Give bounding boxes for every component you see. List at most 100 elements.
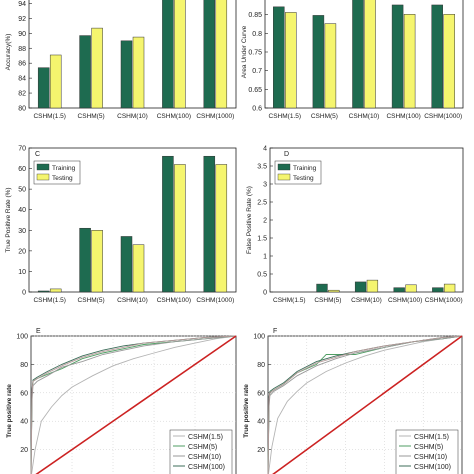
y-tick-label: 2	[263, 218, 267, 225]
y-tick-label: 80	[257, 362, 265, 369]
bar-panel-b: 0.6 0.65 0.7 0.75 0.8 0.85 CSHM(1.5) CSHM(5) CSH…	[241, 0, 464, 120]
roc-panel-e: 020406080100True positive rateECSHM(1.5)…	[6, 328, 237, 474]
legend: Training Testing	[33, 160, 81, 185]
panel-letter: D	[284, 151, 289, 158]
bar-testing	[324, 23, 337, 109]
y-tick-label: 50	[18, 187, 26, 194]
bar-training	[432, 287, 444, 293]
x-tick-label: CSHM(5)	[314, 297, 341, 304]
y-tick-label: 0	[22, 290, 26, 297]
legend-label: Testing	[52, 175, 73, 182]
legend-box	[395, 429, 459, 474]
x-tick-label: CSHM(100)	[157, 113, 191, 120]
y-tick-label: 20	[257, 447, 265, 454]
y-tick-label: 20	[20, 447, 28, 454]
roc-panel-f: 020406080100True positive rateFCSHM(1.5)…	[243, 328, 463, 474]
bar-panel-d: 0 0.5 1 1.5 2 2.5 3 3.5 4 CSHM(1.5) CSHM(5) CSHM(10…	[246, 146, 464, 304]
legend-label: CSHM(1.5)	[414, 434, 449, 441]
bar-training	[393, 287, 405, 293]
plot-frame	[28, 0, 237, 109]
y-tick-label: 20	[18, 248, 26, 255]
y-tick-label: 0.6	[252, 106, 262, 113]
y-tick-label: 0.85	[248, 12, 262, 19]
y-tick-label: 82	[18, 91, 26, 98]
y-tick-label: 100	[16, 334, 28, 341]
y-tick-label: 60	[20, 390, 28, 397]
y-tick-label: 3	[263, 182, 267, 189]
x-tick-label: CSHM(100)	[386, 113, 420, 120]
legend-swatch-testing	[36, 173, 50, 181]
y-tick-label: 70	[18, 146, 26, 153]
x-tick-label: CSHM(1.5)	[33, 297, 66, 304]
bar-testing	[215, 164, 228, 293]
y-tick-label: 0.7	[252, 68, 262, 75]
panel-letter: C	[35, 151, 40, 158]
y-tick-label: 92	[18, 16, 26, 23]
legend: CSHM(1.5)CSHM(5)CSHM(10)CSHM(100)CSHM(10…	[169, 429, 233, 474]
y-tick-label: 10	[18, 269, 26, 276]
y-tick-label: 80	[18, 106, 26, 113]
bar-training	[316, 283, 328, 293]
x-tick-label: CSHM(1.5)	[269, 113, 302, 120]
bar-training	[79, 227, 91, 293]
x-tick-label: CSHM(1.5)	[33, 113, 66, 120]
bar-testing	[132, 36, 145, 109]
legend-swatch-training	[277, 163, 291, 171]
x-tick-label: CSHM(100)	[157, 297, 191, 304]
legend-label: Training	[52, 165, 76, 172]
y-tick-label: 0.5	[257, 272, 267, 279]
y-axis-label: True positive rate	[6, 384, 13, 438]
y-tick-label: 84	[18, 76, 26, 83]
diagonal-line	[35, 335, 237, 474]
y-tick-label: 30	[18, 228, 26, 235]
roc-curve	[31, 335, 237, 474]
bar-testing	[91, 230, 103, 293]
bar-training	[120, 236, 133, 293]
bar-testing	[443, 14, 455, 109]
bar-training	[354, 281, 367, 293]
y-tick-label: 2.5	[257, 200, 267, 207]
legend-swatch-training	[36, 163, 50, 171]
bar-training	[162, 155, 174, 293]
legend-label: CSHM(10)	[414, 454, 447, 461]
panel-letter: F	[273, 328, 277, 335]
bar-testing	[443, 283, 456, 293]
legend-box	[169, 429, 233, 474]
roc-curve	[268, 335, 463, 474]
y-tick-label: 100	[253, 334, 265, 341]
bar-training	[312, 15, 325, 109]
bar-testing	[215, 0, 228, 109]
legend-label: CSHM(5)	[188, 444, 217, 451]
legend-label: Training	[293, 165, 317, 172]
bar-training	[162, 0, 174, 109]
y-tick-label: 40	[20, 419, 28, 426]
legend-label: CSHM(100)	[414, 464, 451, 471]
bar-testing	[364, 0, 376, 109]
y-tick-label: 88	[18, 46, 26, 53]
bar-testing	[403, 14, 416, 109]
x-tick-label: CSHM(5)	[78, 297, 105, 304]
panel-letter: E	[36, 328, 41, 335]
bar-training	[352, 0, 364, 109]
legend-label: CSHM(1.5)	[188, 434, 223, 441]
bar-training	[203, 155, 216, 293]
y-tick-label: 90	[18, 31, 26, 38]
y-tick-label: 40	[18, 207, 26, 214]
y-tick-label: 80	[20, 362, 28, 369]
x-tick-label: CSHM(10)	[117, 113, 148, 120]
y-tick-label: 4	[263, 146, 267, 153]
plot-frame	[264, 0, 464, 109]
y-tick-label: 60	[18, 166, 26, 173]
bar-panel-a: 80 82 84 86 88 90 92 94 CSHM(1.5) CSHM(5) CSHM(10)…	[5, 0, 237, 120]
bar-testing	[49, 288, 62, 293]
roc-curve	[30, 335, 237, 474]
y-tick-label: 94	[18, 1, 26, 8]
legend-label: CSHM(5)	[414, 444, 443, 451]
legend: Training Testing	[274, 160, 322, 185]
bar-testing	[174, 0, 186, 109]
bar-testing	[328, 289, 340, 293]
y-axis-label: Accuracy(%)	[5, 34, 12, 71]
x-tick-label: CSHM(5)	[311, 113, 338, 120]
legend-label: CSHM(100)	[188, 464, 225, 471]
